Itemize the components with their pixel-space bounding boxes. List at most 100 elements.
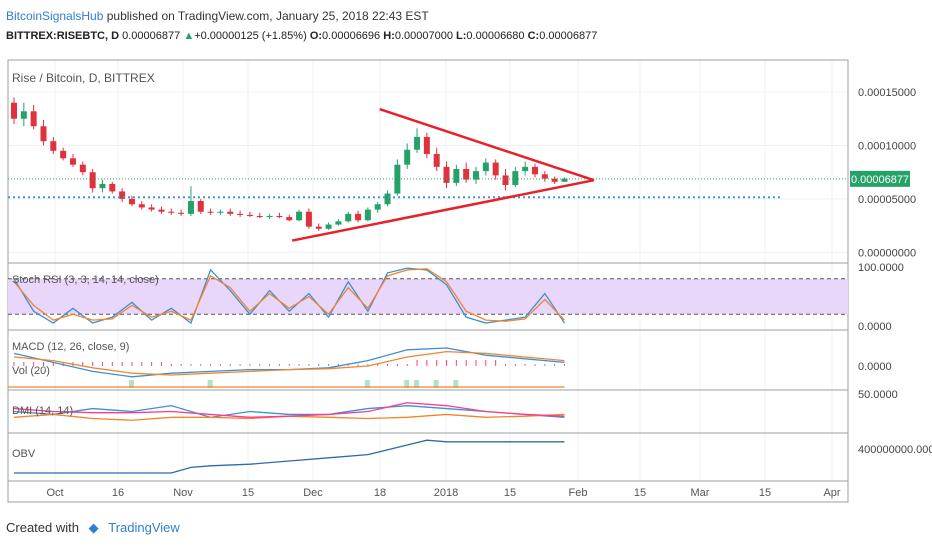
stoch-pane-title: Stoch RSI (3, 3, 14, 14, close) [12, 274, 159, 286]
candle-body [502, 175, 509, 186]
symbol-label: BITTREX:RISEBTC, D [6, 30, 120, 42]
obv-y-tick: 400000000.0000 [858, 444, 932, 456]
candle-body [187, 201, 194, 214]
candle-body [305, 211, 312, 227]
candle-body [364, 209, 371, 221]
volume-bar [453, 380, 459, 388]
candle-body [463, 168, 470, 180]
candle-body [158, 209, 165, 212]
volume-bar [433, 380, 439, 388]
candle-body [266, 215, 273, 218]
x-axis-tick: Apr [823, 487, 840, 499]
candle-body [561, 178, 568, 182]
candle-body [433, 154, 440, 167]
candle-body [69, 158, 76, 165]
candle-body [237, 213, 244, 215]
candle-body [345, 213, 352, 222]
candle-body [355, 213, 362, 221]
x-axis-tick: Mar [691, 487, 710, 499]
candle-body [40, 126, 47, 142]
ohlc-line: BITTREX:RISEBTC, D 0.00006877 ▲+0.000001… [6, 30, 597, 42]
dmi-series-line [13, 402, 565, 418]
candle-body [128, 198, 135, 205]
candle-body [30, 111, 37, 127]
candle-body [138, 204, 145, 208]
candle-body [551, 178, 558, 182]
macd-pane-title: MACD (12, 26, close, 9) [12, 341, 129, 353]
candle-body [256, 215, 263, 218]
candle-body [286, 217, 293, 221]
dmi-series-line [13, 413, 565, 421]
tradingview-brand[interactable]: TradingView [108, 520, 180, 535]
x-axis-tick: Oct [46, 487, 63, 499]
candle-body [414, 136, 421, 150]
candle-body [246, 214, 253, 216]
volume-pane-title: Vol (20) [12, 365, 50, 377]
candle-body [315, 226, 322, 229]
created-with-text: Created with [6, 520, 79, 535]
macd-y-tick: 0.0000 [858, 361, 892, 373]
last-price: 0.00006877 [122, 30, 181, 42]
open-value: 0.00006696 [322, 30, 381, 42]
change-value: +0.00000125 (+1.85%) [194, 30, 307, 42]
author-link[interactable]: BitcoinSignalsHub [6, 9, 104, 23]
candle-body [541, 174, 548, 179]
candle-body [404, 149, 411, 165]
candle-body [11, 102, 17, 119]
candle-body [374, 204, 381, 210]
volume-bar [207, 380, 213, 388]
triangle-lower-line [291, 178, 595, 242]
candle-body [79, 164, 86, 173]
x-axis-tick: Dec [303, 487, 323, 499]
candle-body [335, 221, 342, 225]
stoch-y-tick: 0.0000 [858, 321, 892, 333]
candle-body [60, 150, 67, 159]
dmi-series-line [13, 405, 565, 418]
dmi-y-tick: 50.0000 [858, 389, 898, 401]
candle-body [227, 211, 234, 214]
grid-lines [8, 60, 848, 481]
x-axis-tick: 18 [374, 487, 386, 499]
close-label: C: [527, 30, 540, 42]
low-value: 0.00006680 [466, 30, 525, 42]
stoch-y-tick: 100.0000 [858, 262, 904, 274]
price-pane-title: Rise / Bitcoin, D, BITTREX [12, 71, 155, 85]
candle-body [20, 111, 27, 119]
chart-panes [7, 59, 849, 503]
candle-body [168, 211, 175, 213]
volume-bar [414, 380, 420, 388]
candle-body [482, 162, 489, 172]
price-y-tick: 0.00010000 [858, 140, 916, 152]
publish-line: BitcoinSignalsHub published on TradingVi… [6, 9, 429, 23]
obv-pane-title: OBV [12, 448, 36, 460]
x-axis-tick: 15 [242, 487, 254, 499]
x-axis-tick: 15 [759, 487, 771, 499]
volume-bar [128, 380, 134, 388]
candle-body [423, 136, 430, 155]
price-y-tick: 0.00015000 [858, 87, 916, 99]
high-label: H: [383, 30, 395, 42]
candle-body [50, 141, 57, 151]
x-axis-tick: 16 [112, 487, 124, 499]
candle-body [443, 166, 450, 183]
x-axis-tick: 15 [504, 487, 516, 499]
up-arrow-icon: ▲ [183, 30, 195, 42]
axes-layer: Rise / Bitcoin, D, BITTREX 0.00015000 0.00… [12, 71, 932, 499]
close-value: 0.00006877 [539, 30, 598, 42]
candle-body [512, 171, 519, 186]
candle-body [109, 183, 116, 192]
candle-body [473, 171, 480, 180]
last-price-badge [850, 170, 910, 187]
dmi-pane-title: DMI (14, 14) [12, 405, 73, 417]
chart-area[interactable]: Rise / Bitcoin, D, BITTREX 0.00015000 0.00… [0, 56, 932, 508]
candle-body [217, 211, 224, 213]
candle-body [394, 164, 401, 194]
candle-body [492, 162, 499, 176]
stoch-series-line [13, 268, 565, 322]
high-value: 0.00007000 [394, 30, 453, 42]
candle-body [207, 211, 214, 213]
candle-body [89, 172, 96, 189]
candle-body [119, 191, 126, 199]
candle-body [296, 211, 303, 221]
open-label: O: [309, 30, 323, 42]
